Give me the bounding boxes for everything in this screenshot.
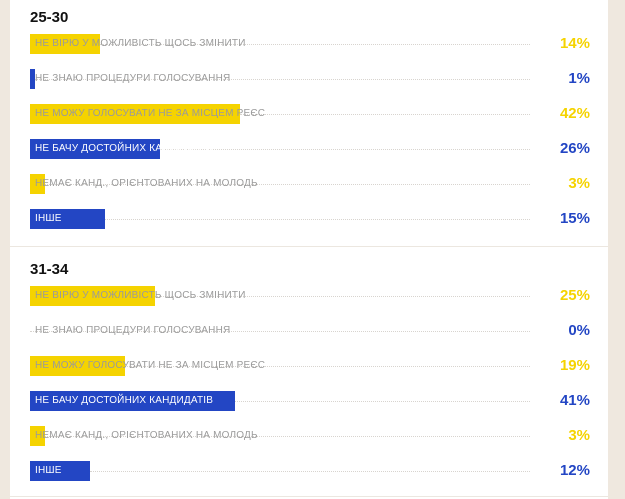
bar [30, 104, 240, 124]
bar-row: НЕ БАЧУ ДОСТОЙНИХ КАНДИДАТІВ 41% [30, 391, 590, 411]
chart-panel: 25-30 31-34 НЕ ВІРЮ У МОЖЛИВІСТЬ ЩОСЬ ЗМ… [10, 0, 608, 499]
bar-label: НЕ ЗНАЮ ПРОЦЕДУРИ ГОЛОСУВАННЯ [35, 325, 231, 336]
bar-label: НЕ БАЧУ ДОСТОЙНИХ КАНДИДАТІВ [35, 143, 214, 154]
bar [30, 286, 155, 306]
bar-value: 41% [559, 392, 590, 409]
bar-row: НЕ БАЧУ ДОСТОЙНИХ КАНДИДАТІВ 26% [30, 139, 590, 159]
dotted-guide [155, 296, 530, 297]
bar-row: НЕ ЗНАЮ ПРОЦЕДУРИ ГОЛОСУВАННЯ 0% [30, 321, 590, 341]
bar [30, 391, 235, 411]
bar-value: 26% [559, 140, 590, 157]
bar-value: 19% [559, 357, 590, 374]
bar [30, 34, 100, 54]
group-divider [10, 246, 608, 247]
group-divider [10, 496, 608, 497]
bar-row: ІНШЕ 15% [30, 209, 590, 229]
bar-value: 1% [568, 70, 590, 87]
bar-label: НЕ ЗНАЮ ПРОЦЕДУРИ ГОЛОСУВАННЯ [35, 73, 231, 84]
bar [30, 69, 35, 89]
bar-label: ІНШЕ [35, 213, 62, 224]
dotted-guide [45, 184, 530, 185]
bar-value: 15% [559, 210, 590, 227]
bar-value: 0% [568, 322, 590, 339]
bar [30, 209, 105, 229]
bar [30, 356, 125, 376]
bar-row: НЕ МОЖУ ГОЛОСУВАТИ НЕ ЗА МІСЦЕМ РЕЄС 19% [30, 356, 590, 376]
group-title-31-34: 31-34 [30, 261, 69, 278]
dotted-guide [235, 401, 530, 402]
group-title-25-30: 25-30 [30, 9, 69, 26]
bar-row: НЕ МОЖУ ГОЛОСУВАТИ НЕ ЗА МІСЦЕМ РЕЄС 42% [30, 104, 590, 124]
bar [30, 426, 45, 446]
dotted-guide [35, 79, 530, 80]
dotted-guide [45, 436, 530, 437]
dotted-guide [125, 366, 530, 367]
bar-value: 25% [559, 287, 590, 304]
bar-row: ІНШЕ 12% [30, 461, 590, 481]
bar-label: НЕМАЄ КАНД., ОРІЄНТОВАНИХ НА МОЛОДЬ [35, 178, 258, 189]
bar-row: НЕ ЗНАЮ ПРОЦЕДУРИ ГОЛОСУВАННЯ 1% [30, 69, 590, 89]
bar [30, 174, 45, 194]
dotted-guide [30, 331, 530, 332]
bar-row: НЕ ВІРЮ У МОЖЛИВІСТЬ ЩОСЬ ЗМІНИТИ 25% [30, 286, 590, 306]
bar-value: 3% [568, 175, 590, 192]
dotted-guide [100, 44, 530, 45]
bar-value: 42% [559, 105, 590, 122]
bar-label: НЕМАЄ КАНД., ОРІЄНТОВАНИХ НА МОЛОДЬ [35, 430, 258, 441]
bar-label: ІНШЕ [35, 465, 62, 476]
bar-row: НЕМАЄ КАНД., ОРІЄНТОВАНИХ НА МОЛОДЬ 3% [30, 426, 590, 446]
bar-label: НЕ ВІРЮ У МОЖЛИВІСТЬ ЩОСЬ ЗМІНИТИ [35, 38, 246, 49]
bar-label: НЕ МОЖУ ГОЛОСУВАТИ НЕ ЗА МІСЦЕМ РЕЄС [35, 360, 266, 371]
bar-value: 3% [568, 427, 590, 444]
bar-label: НЕ МОЖУ ГОЛОСУВАТИ НЕ ЗА МІСЦЕМ РЕЄС [35, 108, 266, 119]
bar-row: НЕМАЄ КАНД., ОРІЄНТОВАНИХ НА МОЛОДЬ 3% [30, 174, 590, 194]
dotted-guide [240, 114, 530, 115]
dotted-guide [105, 219, 530, 220]
bar-value: 12% [559, 462, 590, 479]
dotted-guide [160, 149, 530, 150]
bar [30, 461, 90, 481]
bar-value: 14% [559, 35, 590, 52]
bar [30, 139, 160, 159]
bar-row: НЕ ВІРЮ У МОЖЛИВІСТЬ ЩОСЬ ЗМІНИТИ 14% [30, 34, 590, 54]
dotted-guide [90, 471, 530, 472]
bar-label: НЕ БАЧУ ДОСТОЙНИХ КАНДИДАТІВ [35, 395, 214, 406]
bar-label: НЕ ВІРЮ У МОЖЛИВІСТЬ ЩОСЬ ЗМІНИТИ [35, 290, 246, 301]
